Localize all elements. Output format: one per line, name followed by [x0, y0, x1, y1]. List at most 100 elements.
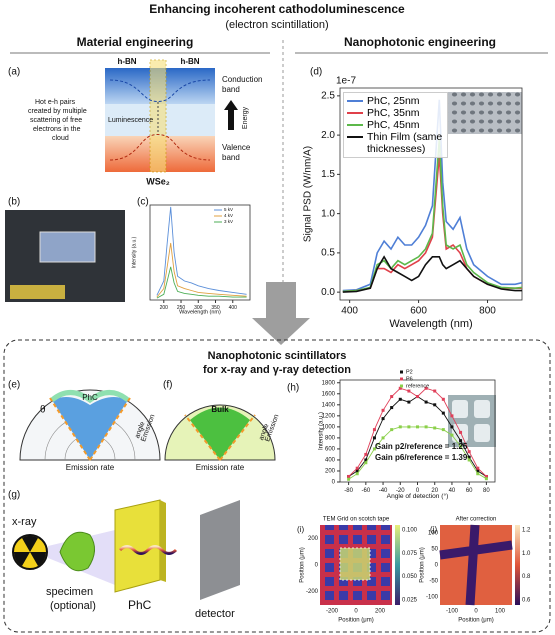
panel-label: (d) — [310, 67, 322, 78]
y-tick-label: 1.0 — [321, 208, 335, 219]
marker — [433, 389, 437, 393]
radiation-icon — [13, 535, 47, 566]
label: Emission rate — [196, 463, 245, 472]
cone — [49, 397, 131, 461]
offset-label: 1e-7 — [336, 76, 356, 87]
marker — [355, 472, 359, 476]
label: x-ray — [12, 516, 37, 528]
legend-label: PhC, 25nm — [367, 95, 420, 107]
panel-label: (a) — [8, 67, 20, 78]
flow-arrow — [252, 282, 310, 345]
panel-label: (b) — [8, 197, 20, 208]
marker — [424, 425, 428, 429]
series-line — [156, 206, 247, 296]
x-tick-label: 400 — [341, 306, 358, 317]
colorbar-label: 0.6 — [522, 598, 531, 604]
battery — [10, 285, 65, 299]
y-tick-label: 1200 — [322, 413, 336, 419]
sample — [39, 231, 96, 263]
marker — [416, 425, 419, 429]
panel-label: (f) — [163, 380, 172, 391]
marker — [381, 417, 385, 421]
marker — [381, 408, 385, 412]
legend-item: PhC, 35nm — [347, 107, 444, 119]
marker — [372, 428, 376, 432]
legend-label: PhC, 45nm — [367, 119, 420, 131]
x-tick-label: 60 — [466, 488, 473, 494]
marker — [441, 397, 445, 401]
legend-swatch — [347, 136, 363, 138]
y-tick-label: 800 — [325, 435, 336, 441]
x-axis-label: Position (μm) — [338, 618, 373, 624]
y-tick-label: 0 — [435, 563, 439, 569]
heatmap — [339, 547, 371, 581]
legend-swatch — [400, 370, 403, 374]
x-tick-label: 20 — [431, 488, 438, 494]
y-tick-label: 1600 — [322, 391, 336, 397]
legend-swatch — [347, 112, 363, 114]
legend-box: PhC, 25nm PhC, 35nm PhC, 45nm Thin Film (sa… — [343, 92, 448, 158]
colorbar-label: 0.050 — [402, 574, 418, 580]
marker — [355, 469, 359, 473]
x-tick-label: 80 — [483, 488, 490, 494]
heatmap — [439, 524, 513, 606]
marker — [364, 461, 368, 465]
cone — [184, 414, 256, 461]
annotation: Gain p2/reference = 1.25 — [375, 442, 468, 451]
marker — [441, 411, 445, 415]
marker — [484, 474, 488, 478]
series-line — [342, 99, 523, 292]
x-tick-label: 0 — [354, 609, 358, 615]
y-tick-label: 0.0 — [321, 287, 335, 298]
colorbar-label: 0.8 — [522, 574, 531, 580]
label: Conduction — [222, 75, 262, 84]
y-tick-label: -100 — [426, 595, 439, 601]
y-tick-label: -50 — [429, 579, 438, 585]
legend-label: P6 — [406, 376, 413, 382]
section-title: Nanophotonic scintillators — [208, 350, 347, 362]
legend-label: Thin Film (same thicknesses) — [367, 131, 443, 155]
marker — [433, 403, 437, 407]
series-line — [342, 255, 522, 293]
y-tick-label: 1.5 — [321, 169, 335, 180]
colorbar-label: 1.0 — [522, 551, 531, 557]
marker — [398, 397, 402, 401]
colorbar-label: 0.100 — [402, 528, 418, 534]
note: created by multiple — [28, 108, 87, 115]
x-tick-label: 40 — [449, 488, 456, 494]
colorbar — [395, 525, 400, 605]
label: Emission rate — [66, 463, 115, 472]
marker — [390, 395, 394, 399]
x-tick-label: 0 — [474, 609, 478, 615]
x-tick-label: -60 — [361, 488, 370, 494]
leaf — [59, 531, 95, 572]
x-tick-label: -20 — [396, 488, 405, 494]
frame — [3, 339, 551, 633]
legend-swatch — [400, 377, 403, 381]
marker — [347, 477, 351, 481]
section-title: for x-ray and γ-ray detection — [203, 364, 351, 376]
marker — [355, 466, 359, 470]
marker — [459, 430, 463, 434]
emission-wave — [118, 545, 178, 555]
legend-label: reference — [406, 383, 429, 389]
y-tick-label: 200 — [325, 469, 336, 475]
panel-label: (j) — [430, 525, 437, 534]
phc-crystal — [160, 500, 166, 582]
label: band — [222, 85, 240, 94]
legend-label: 5 kV — [224, 207, 233, 212]
x-axis-label: Wavelength (nm) — [389, 318, 472, 330]
title: Enhancing incoherent cathodoluminescence — [149, 2, 405, 16]
legend-swatch — [347, 100, 363, 102]
panel-label: (e) — [8, 380, 20, 391]
note: scattering of free — [30, 117, 82, 124]
marker — [424, 400, 428, 404]
marker — [364, 452, 368, 456]
legend-item: PhC, 45nm — [347, 119, 444, 131]
map-title: TEM Grid on scotch tape — [323, 517, 390, 523]
marker — [476, 469, 480, 473]
label: θ — [40, 405, 46, 416]
x-tick-label: 600 — [410, 306, 427, 317]
map-title: After correction — [456, 517, 497, 523]
marker — [476, 472, 480, 476]
